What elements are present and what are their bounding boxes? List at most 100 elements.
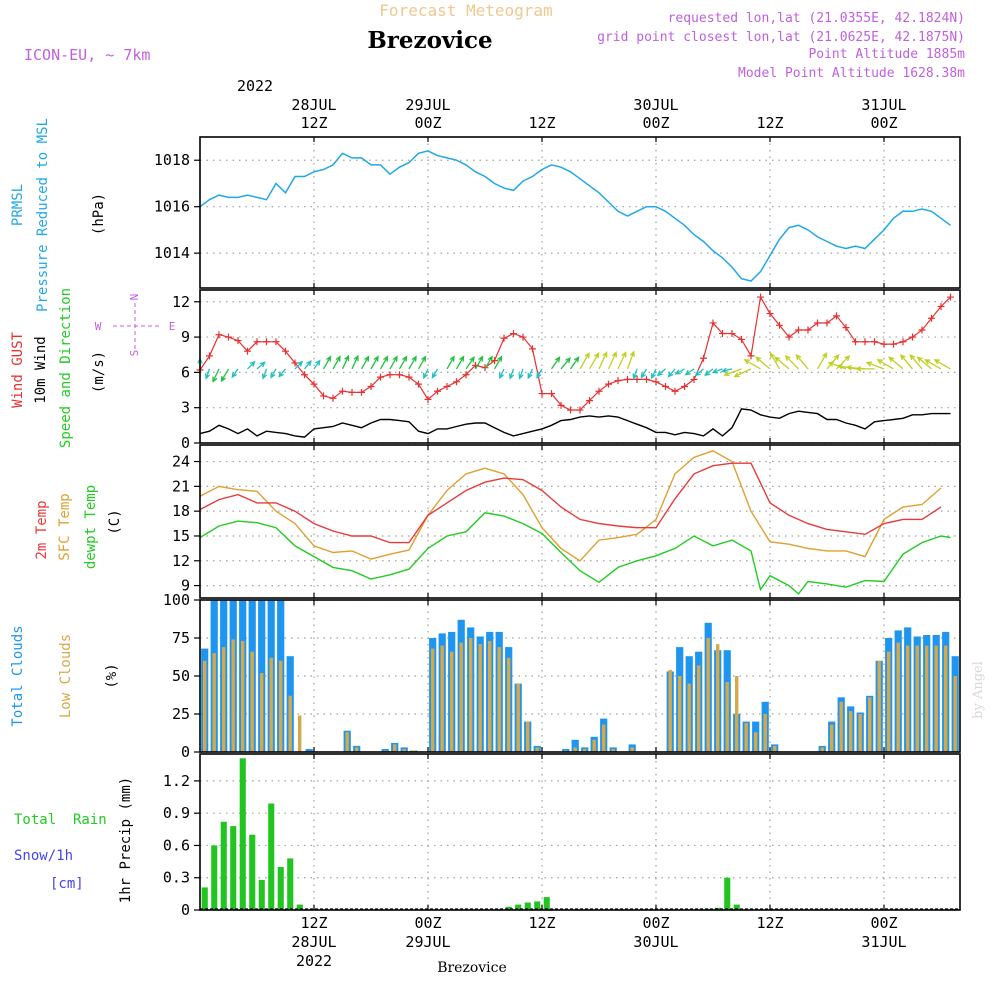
wind-arrow xyxy=(684,368,695,376)
wind-arrow xyxy=(550,356,561,370)
wind-gust-point xyxy=(766,310,774,318)
wind-gust-point xyxy=(215,331,223,339)
rain-bar xyxy=(239,758,246,910)
bottom-time-label: 00Z xyxy=(870,914,897,932)
low-cloud-bar xyxy=(887,651,891,752)
grid-layer xyxy=(200,137,960,911)
compass-e: E xyxy=(169,320,176,333)
wind-arrow xyxy=(899,353,913,370)
low-cloud-bar xyxy=(592,739,596,752)
wind-gust-point xyxy=(728,330,736,338)
label-hpa: (hPa) xyxy=(91,193,107,235)
wind-arrow xyxy=(455,355,465,370)
point-altitude: Point Altitude 1885m xyxy=(808,47,965,62)
wind-arrow xyxy=(304,360,312,370)
label-percent: (%) xyxy=(104,663,120,688)
temperature-ytick-label: 24 xyxy=(172,453,190,471)
wind-gust-point xyxy=(206,352,213,360)
wind-gust-point xyxy=(434,387,441,395)
wind-gust-point xyxy=(301,371,308,379)
wind-arrow xyxy=(370,355,379,370)
total-cloud-bar xyxy=(571,739,579,752)
wind-arrow xyxy=(588,351,600,370)
wind-ytick-label: 9 xyxy=(181,328,190,346)
low-cloud-bar xyxy=(868,697,872,752)
precip-ytick-label: 1.2 xyxy=(163,772,190,790)
wind-gust-point xyxy=(453,378,460,386)
low-cloud-bar xyxy=(250,651,254,752)
low-cloud-bar xyxy=(478,644,482,752)
wind-gust-point xyxy=(833,312,840,320)
wind-gust-point xyxy=(899,338,907,346)
precip-ytick-label: 0.6 xyxy=(163,836,190,854)
label-total-clouds: Total Clouds xyxy=(10,625,26,726)
bottom-time-label: 00Z xyxy=(414,914,441,932)
rain-bar xyxy=(543,897,550,910)
wind-gust-point xyxy=(320,392,327,400)
model-label: ICON-EU, ~ 7km xyxy=(24,46,150,64)
wind-gust-point xyxy=(652,378,660,386)
wind-arrow xyxy=(607,351,617,370)
clouds-ytick-label: 25 xyxy=(172,705,190,723)
wind-gust-point xyxy=(852,338,859,346)
low-cloud-bar xyxy=(469,638,473,752)
low-cloud-bar xyxy=(754,732,758,752)
wind-arrow xyxy=(640,368,648,379)
wind-arrow xyxy=(270,368,277,379)
wind-gust-point xyxy=(282,347,289,355)
top-date-label: 31JUL xyxy=(861,96,906,114)
low-cloud-bar xyxy=(497,647,501,752)
pressure-panel-frame xyxy=(199,136,961,289)
label-sfc-temp: SFC Temp xyxy=(57,493,73,560)
wind-arrow xyxy=(465,356,475,370)
wind-gust-point xyxy=(358,388,365,396)
label-10m-wind: 10m Wind xyxy=(33,336,49,403)
wind-gust-point xyxy=(681,383,688,391)
top-date-label: 30JUL xyxy=(633,96,678,114)
wind-arrow xyxy=(598,351,608,370)
label-ms: (m/s) xyxy=(91,351,107,393)
top-date-label: 29JUL xyxy=(405,96,450,114)
wind-gust-point xyxy=(909,333,916,341)
wind-gust-point xyxy=(804,326,812,334)
rain-bar xyxy=(534,901,541,910)
low-cloud-bar xyxy=(402,749,406,752)
compass-n: N xyxy=(128,294,141,301)
low-cloud-bar xyxy=(630,747,634,752)
low-cloud-bar xyxy=(203,660,207,752)
low-cloud-bar xyxy=(212,653,216,752)
wind-arrow xyxy=(816,351,828,370)
wind-arrow xyxy=(651,368,657,380)
wind-ytick-label: 12 xyxy=(172,293,190,311)
wind-arrow xyxy=(231,368,239,379)
wind-gust-point xyxy=(757,293,764,301)
top-date-label: 28JUL xyxy=(291,96,336,114)
watermark: by Angel xyxy=(971,661,986,719)
low-cloud-bar xyxy=(440,645,444,752)
wind-gust-point xyxy=(557,401,565,409)
low-cloud-bar xyxy=(934,645,938,752)
bottom-date-label: 31JUL xyxy=(861,933,906,951)
wind-arrow xyxy=(431,368,439,379)
low-cloud-bar xyxy=(535,747,539,752)
wind-gust-point xyxy=(424,395,432,403)
low-cloud-bar xyxy=(744,723,748,752)
label-total-rain: Total Rain xyxy=(14,812,107,828)
wind-gust-point xyxy=(861,338,869,346)
wind-panel-frame xyxy=(199,289,961,444)
label-low-clouds: Low Clouds xyxy=(58,634,74,718)
low-cloud-bar xyxy=(773,745,777,752)
total-cloud-bar xyxy=(305,749,313,752)
rain-bar xyxy=(268,803,275,910)
bottom-time-label: 12Z xyxy=(756,914,783,932)
low-cloud-bar xyxy=(925,645,929,752)
precip-ytick-label: 0 xyxy=(181,901,190,919)
top-time-label: 00Z xyxy=(414,114,441,132)
wind-arrow xyxy=(617,351,627,370)
low-cloud-bar xyxy=(488,641,492,752)
label-wind-gust: Wind GUST xyxy=(10,332,26,408)
wind-gust-point xyxy=(738,335,745,343)
rain-bar xyxy=(277,867,284,910)
clouds-ytick-label: 75 xyxy=(172,629,190,647)
low-cloud-bar xyxy=(602,724,606,752)
